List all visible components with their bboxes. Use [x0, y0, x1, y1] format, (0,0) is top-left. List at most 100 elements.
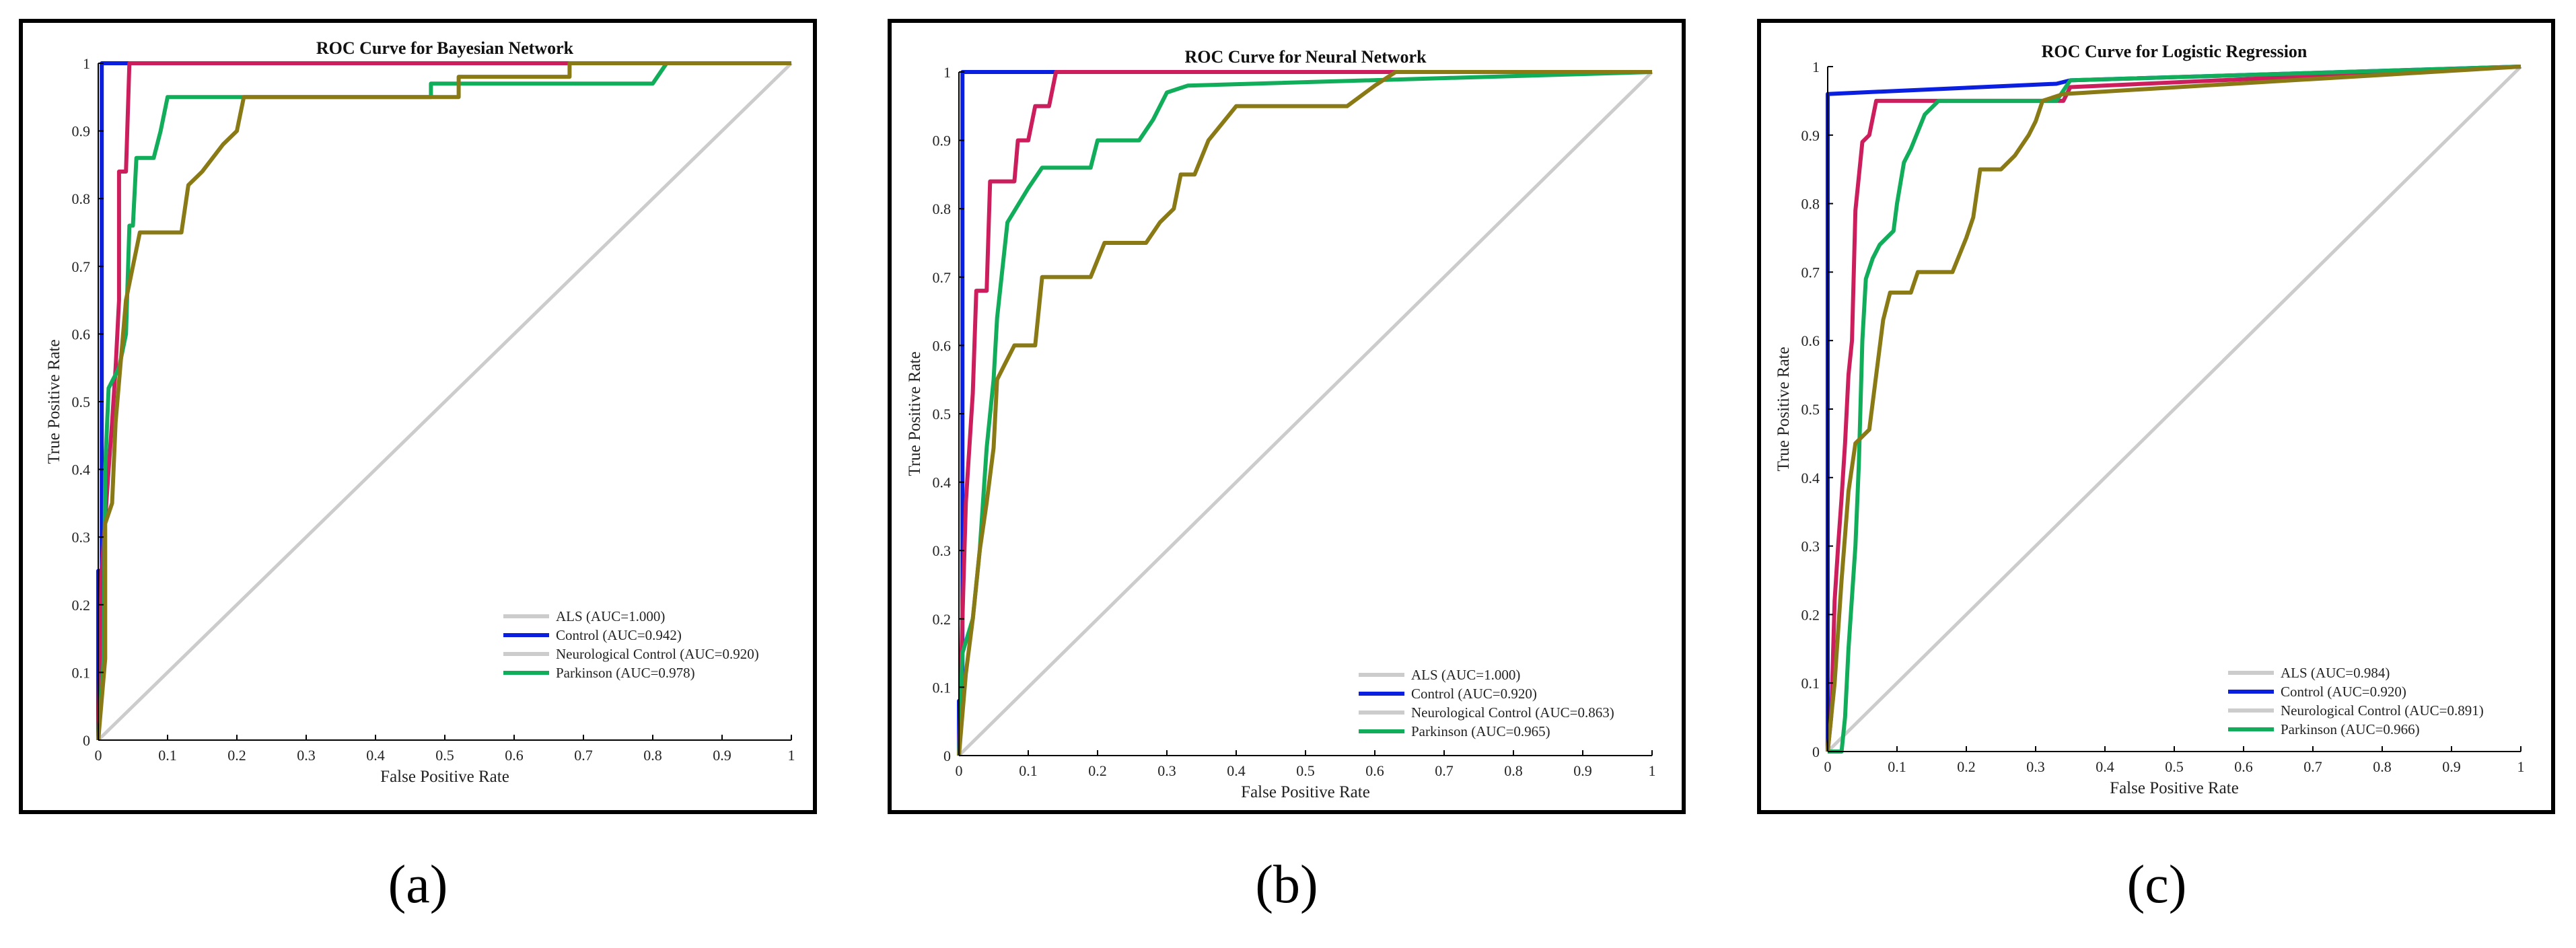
- x-axis-label: False Positive Rate: [1241, 783, 1370, 801]
- y-tick-label: 0.9: [72, 123, 91, 140]
- y-tick-label: 0.8: [72, 190, 91, 207]
- chart-title: ROC Curve for Neural Network: [1184, 47, 1427, 67]
- caption-a: (a): [388, 855, 448, 914]
- y-tick-label: 0.5: [1801, 401, 1820, 418]
- x-tick-label: 0.3: [1157, 762, 1176, 779]
- x-tick-label: 1: [788, 747, 795, 764]
- x-tick-label: 0.2: [1088, 762, 1107, 779]
- series-line-diagonal: [97, 62, 793, 741]
- legend-label: Control (AUC=0.942): [556, 627, 682, 643]
- legend-label: Neurological Control (AUC=0.891): [2281, 702, 2484, 719]
- series-line-parkinson-olive: [96, 61, 791, 741]
- y-tick-label: 0: [83, 732, 90, 749]
- y-tick-label: 0.8: [933, 200, 952, 217]
- y-tick-label: 0.1: [933, 679, 952, 696]
- y-tick-label: 0.2: [72, 597, 91, 614]
- y-tick-label: 0.1: [72, 664, 91, 681]
- y-axis-label: True Positive Rate: [45, 339, 63, 464]
- y-tick-label: 0.4: [933, 474, 952, 491]
- x-tick-label: 0.5: [2165, 758, 2184, 775]
- y-tick-label: 0.6: [933, 337, 952, 354]
- x-tick-label: 0.1: [1888, 758, 1906, 775]
- y-tick-label: 0: [943, 748, 951, 764]
- y-tick-label: 0.2: [1801, 606, 1820, 623]
- x-tick-label: 0.4: [366, 747, 385, 764]
- x-tick-label: 0.4: [1227, 762, 1246, 779]
- x-tick-label: 0.8: [2373, 758, 2392, 775]
- legend-label: ALS (AUC=1.000): [556, 608, 665, 624]
- x-tick-label: 0.1: [1019, 762, 1038, 779]
- y-axis-label: True Positive Rate: [906, 351, 924, 476]
- legend-label: Parkinson (AUC=0.966): [2281, 721, 2420, 737]
- y-tick-label: 0.2: [933, 611, 952, 628]
- caption-c: (c): [2126, 855, 2187, 914]
- x-tick-label: 0.6: [2234, 758, 2253, 775]
- x-tick-label: 0: [95, 747, 102, 764]
- y-tick-label: 0.3: [72, 529, 91, 546]
- y-tick-label: 0.7: [933, 269, 952, 286]
- x-tick-label: 0.9: [713, 747, 731, 764]
- x-tick-label: 0: [956, 762, 963, 779]
- y-tick-label: 0: [1812, 743, 1820, 760]
- y-tick-label: 1: [83, 55, 90, 72]
- x-tick-label: 1: [1649, 762, 1656, 779]
- x-tick-label: 0.5: [1296, 762, 1315, 779]
- x-tick-label: 0.8: [1504, 762, 1523, 779]
- series-line-diagonal: [958, 71, 1653, 757]
- y-tick-label: 1: [1812, 59, 1820, 75]
- y-tick-label: 0.4: [1801, 470, 1820, 486]
- chart-panel-b: ROC Curve for Neural Network 0 0.1 0.2 0.3 0.…: [888, 19, 1686, 814]
- panel-frame: [1757, 19, 2555, 814]
- legend-label: Control (AUC=0.920): [1411, 686, 1537, 702]
- x-tick-label: 0.6: [1365, 762, 1384, 779]
- chart-title: ROC Curve for Logistic Regression: [2042, 42, 2307, 61]
- x-tick-label: 0.8: [643, 747, 662, 764]
- panel-frame: [19, 19, 817, 814]
- series-line-diagonal: [1826, 65, 2522, 753]
- legend-label: ALS (AUC=0.984): [2281, 665, 2390, 681]
- legend-label: Parkinson (AUC=0.978): [556, 665, 695, 681]
- x-tick-label: 0: [1824, 758, 1832, 775]
- caption-b: (b): [1255, 855, 1318, 914]
- x-tick-label: 0.3: [2026, 758, 2045, 775]
- chart-panel-c: ROC Curve for Logistic Regression 0 0.1 0.2…: [1757, 19, 2555, 814]
- y-tick-label: 0.4: [72, 462, 91, 478]
- legend-label: Neurological Control (AUC=0.920): [556, 646, 759, 662]
- x-tick-label: 0.7: [574, 747, 593, 764]
- legend-label: ALS (AUC=1.000): [1411, 667, 1520, 683]
- series-line-parkinson: [96, 61, 791, 741]
- x-tick-label: 0.1: [158, 747, 177, 764]
- y-tick-label: 0.8: [1801, 196, 1820, 213]
- y-tick-label: 0.7: [72, 258, 91, 275]
- y-axis-label: True Positive Rate: [1775, 347, 1793, 471]
- y-tick-label: 0.7: [1801, 264, 1820, 281]
- legend-label: Parkinson (AUC=0.965): [1411, 723, 1550, 739]
- x-tick-label: 0.2: [1957, 758, 1976, 775]
- x-tick-label: 0.7: [2303, 758, 2322, 775]
- x-tick-label: 0.6: [505, 747, 524, 764]
- x-axis-label: False Positive Rate: [2110, 779, 2239, 797]
- y-tick-label: 0.1: [1801, 675, 1820, 692]
- x-tick-label: 0.2: [227, 747, 246, 764]
- chart-title: ROC Curve for Bayesian Network: [316, 38, 574, 58]
- x-axis-label: False Positive Rate: [380, 768, 509, 786]
- x-tick-label: 0.9: [2442, 758, 2461, 775]
- y-tick-label: 0.5: [933, 406, 952, 423]
- x-tick-label: 1: [2517, 758, 2525, 775]
- y-tick-label: 0.3: [1801, 538, 1820, 555]
- x-tick-label: 0.7: [1435, 762, 1454, 779]
- y-tick-label: 0.6: [1801, 332, 1820, 349]
- chart-panel-a: ROC Curve for Bayesian Network 0 0.1 0.2 0.3…: [19, 19, 817, 814]
- series-line-neurological-control: [957, 70, 1652, 756]
- x-tick-label: 0.3: [297, 747, 316, 764]
- x-tick-label: 0.5: [435, 747, 454, 764]
- series-line-parkinson-olive: [957, 70, 1652, 756]
- y-tick-label: 0.5: [72, 394, 91, 410]
- y-tick-label: 1: [943, 64, 951, 81]
- x-tick-label: 0.4: [2096, 758, 2114, 775]
- x-tick-label: 0.9: [1573, 762, 1592, 779]
- panel-frame: [888, 19, 1686, 814]
- legend-label: Neurological Control (AUC=0.863): [1411, 704, 1614, 721]
- series-line-parkinson: [1828, 65, 2521, 754]
